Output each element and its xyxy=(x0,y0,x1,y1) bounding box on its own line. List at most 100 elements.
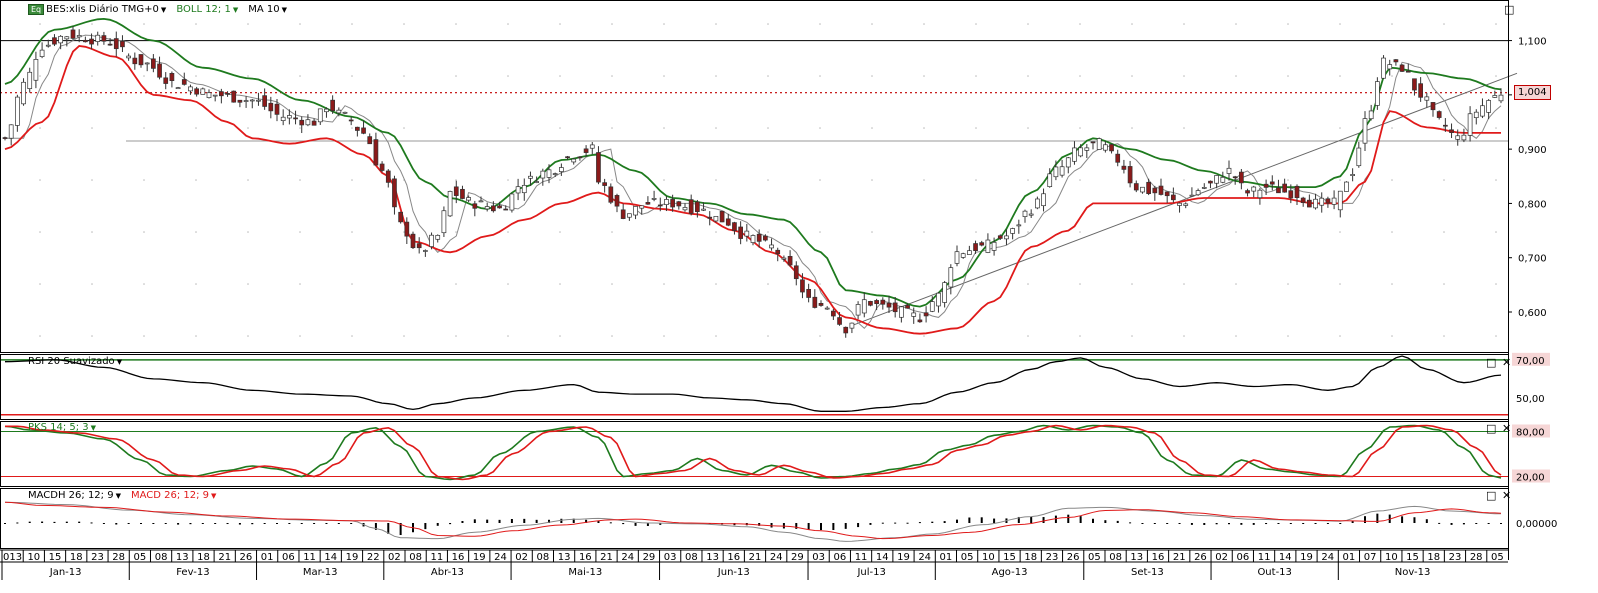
candle[interactable] xyxy=(120,35,125,53)
candle[interactable] xyxy=(317,108,323,125)
candle[interactable] xyxy=(299,116,305,134)
candle[interactable] xyxy=(89,33,94,50)
candle[interactable] xyxy=(1480,98,1485,119)
candle[interactable] xyxy=(324,107,329,118)
candle[interactable] xyxy=(1053,160,1059,181)
candle[interactable] xyxy=(806,283,811,303)
candle[interactable] xyxy=(305,114,311,127)
candle[interactable] xyxy=(1269,175,1275,191)
candle[interactable] xyxy=(1164,191,1170,203)
candle[interactable] xyxy=(21,78,26,106)
pks-pane-title[interactable]: PKS 14; 5; 3 ▼ xyxy=(28,422,96,433)
candle[interactable] xyxy=(1276,179,1281,194)
candle[interactable] xyxy=(942,280,947,308)
boll-indicator-tag[interactable]: BOLL 12; 1 ▼ xyxy=(176,4,238,15)
candle[interactable] xyxy=(596,146,601,185)
candle[interactable] xyxy=(219,88,224,104)
candle[interactable] xyxy=(45,39,51,48)
candle[interactable] xyxy=(212,94,218,102)
candle[interactable] xyxy=(929,296,935,313)
candle[interactable] xyxy=(503,205,509,211)
candle[interactable] xyxy=(688,194,694,216)
candle[interactable] xyxy=(1041,188,1046,212)
candle[interactable] xyxy=(800,273,805,299)
macd-chart[interactable] xyxy=(4,501,1502,542)
candle[interactable] xyxy=(793,261,799,286)
candle[interactable] xyxy=(559,163,564,176)
candle[interactable] xyxy=(1127,160,1133,188)
candle[interactable] xyxy=(905,303,910,309)
candle[interactable] xyxy=(775,247,781,262)
candle[interactable] xyxy=(552,172,558,177)
candle[interactable] xyxy=(287,109,292,125)
candle[interactable] xyxy=(997,234,1003,240)
candle[interactable] xyxy=(1189,187,1195,197)
macd-indicator-tag[interactable]: MACD 26; 12; 9 ▼ xyxy=(131,490,216,501)
candle[interactable] xyxy=(1115,149,1121,167)
pks-close-button[interactable]: ✕ xyxy=(1502,423,1511,434)
candle[interactable] xyxy=(645,196,651,205)
candle[interactable] xyxy=(521,178,527,201)
candle[interactable] xyxy=(1257,188,1263,205)
candle[interactable] xyxy=(614,193,620,213)
candle[interactable] xyxy=(33,51,39,89)
candle[interactable] xyxy=(868,300,873,307)
candle[interactable] xyxy=(280,109,286,126)
candle[interactable] xyxy=(447,190,453,218)
candle[interactable] xyxy=(410,231,416,249)
candle[interactable] xyxy=(1251,185,1257,198)
candle[interactable] xyxy=(831,308,836,320)
candle[interactable] xyxy=(1356,141,1362,168)
candle[interactable] xyxy=(330,95,335,114)
candle[interactable] xyxy=(936,292,941,313)
candle[interactable] xyxy=(886,295,892,314)
candle[interactable] xyxy=(1424,92,1430,108)
candle[interactable] xyxy=(1121,159,1127,174)
candle[interactable] xyxy=(540,168,546,186)
candle[interactable] xyxy=(429,232,434,250)
candle[interactable] xyxy=(157,56,162,80)
candle[interactable] xyxy=(781,255,787,262)
candle[interactable] xyxy=(163,72,169,90)
candle[interactable] xyxy=(713,215,719,223)
candle[interactable] xyxy=(750,234,756,246)
candle[interactable] xyxy=(243,96,249,108)
pks-chart[interactable] xyxy=(0,424,1508,481)
candle[interactable] xyxy=(1282,178,1287,193)
candle[interactable] xyxy=(911,307,917,324)
candle[interactable] xyxy=(682,203,688,212)
candle[interactable] xyxy=(416,237,422,254)
candle[interactable] xyxy=(1344,181,1349,192)
candle[interactable] xyxy=(960,252,966,259)
candle[interactable] xyxy=(1072,141,1077,165)
rsi-pane-title[interactable]: RSI 20 Suavizado ▼ xyxy=(28,356,122,367)
candle[interactable] xyxy=(1239,168,1244,190)
macd-close-button[interactable]: ✕ xyxy=(1502,490,1511,501)
candle[interactable] xyxy=(880,297,886,310)
macd-maximize-button[interactable]: □ xyxy=(1486,490,1496,501)
rsi-maximize-button[interactable]: □ xyxy=(1486,357,1496,368)
candle[interactable] xyxy=(484,202,490,212)
candle[interactable] xyxy=(676,200,682,210)
candle[interactable] xyxy=(1337,190,1343,218)
candle[interactable] xyxy=(1294,184,1300,206)
candle[interactable] xyxy=(1146,178,1151,196)
candle[interactable] xyxy=(1486,99,1491,120)
candle[interactable] xyxy=(1171,187,1176,203)
candle[interactable] xyxy=(39,42,45,59)
candle[interactable] xyxy=(849,322,855,334)
candle[interactable] xyxy=(478,196,484,203)
candle[interactable] xyxy=(1288,184,1294,204)
candle[interactable] xyxy=(1090,141,1096,150)
candle[interactable] xyxy=(1084,144,1090,159)
candle[interactable] xyxy=(58,35,63,50)
candle[interactable] xyxy=(206,89,212,99)
candle[interactable] xyxy=(1140,186,1145,194)
candle[interactable] xyxy=(627,213,632,221)
candle[interactable] xyxy=(608,183,614,205)
candle[interactable] xyxy=(262,88,267,110)
candle[interactable] xyxy=(1300,196,1306,207)
candle[interactable] xyxy=(818,300,824,307)
candle[interactable] xyxy=(1245,188,1250,197)
candle[interactable] xyxy=(664,196,669,212)
